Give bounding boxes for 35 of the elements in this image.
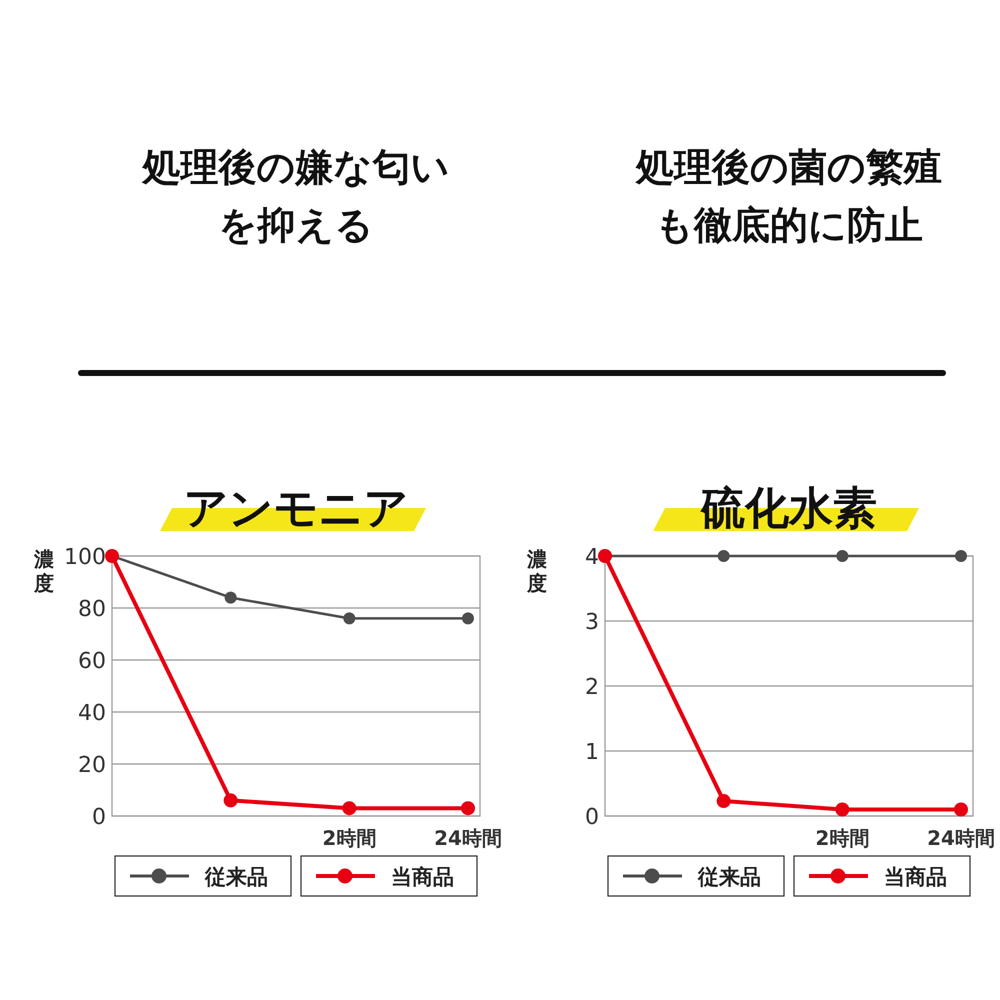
point — [835, 802, 850, 816]
point — [954, 802, 968, 816]
point — [716, 794, 731, 808]
y-tick-label: 3 — [585, 610, 599, 635]
legend-label: 当商品 — [391, 865, 454, 889]
point — [224, 592, 237, 604]
y-tick-label: 0 — [585, 805, 599, 830]
y-tick-label: 100 — [64, 545, 106, 570]
x-tick-label: 24時間 — [434, 826, 502, 850]
point — [343, 612, 356, 624]
y-tick-label: 1 — [585, 740, 599, 765]
legend-label: 従来品 — [204, 865, 268, 889]
chart-subtitle: 処理後の菌の繁殖も徹底的に防止 — [635, 145, 942, 247]
y-tick-label: 40 — [78, 701, 106, 726]
x-tick-label: 2時間 — [322, 826, 376, 850]
point — [342, 801, 356, 816]
point — [718, 550, 730, 562]
x-tick-label: 24時間 — [927, 826, 995, 850]
x-tick-label: 2時間 — [815, 826, 870, 850]
y-tick-label: 2 — [585, 675, 599, 700]
point — [836, 550, 848, 562]
y-tick-label: 4 — [585, 545, 599, 570]
y-tick-label: 20 — [78, 753, 106, 778]
point — [461, 801, 475, 816]
point — [955, 550, 967, 562]
point — [462, 612, 474, 624]
legend-label: 従来品 — [697, 865, 761, 889]
y-axis-title: 濃度 — [33, 547, 54, 595]
point — [224, 793, 238, 808]
y-tick-label: 0 — [92, 805, 106, 830]
y-axis-title: 濃度 — [526, 547, 547, 595]
legend-label: 当商品 — [884, 865, 947, 889]
chart-subtitle: 処理後の嫌な匂いを抑える — [142, 145, 450, 247]
y-tick-label: 80 — [78, 597, 106, 622]
y-tick-label: 60 — [78, 649, 106, 674]
